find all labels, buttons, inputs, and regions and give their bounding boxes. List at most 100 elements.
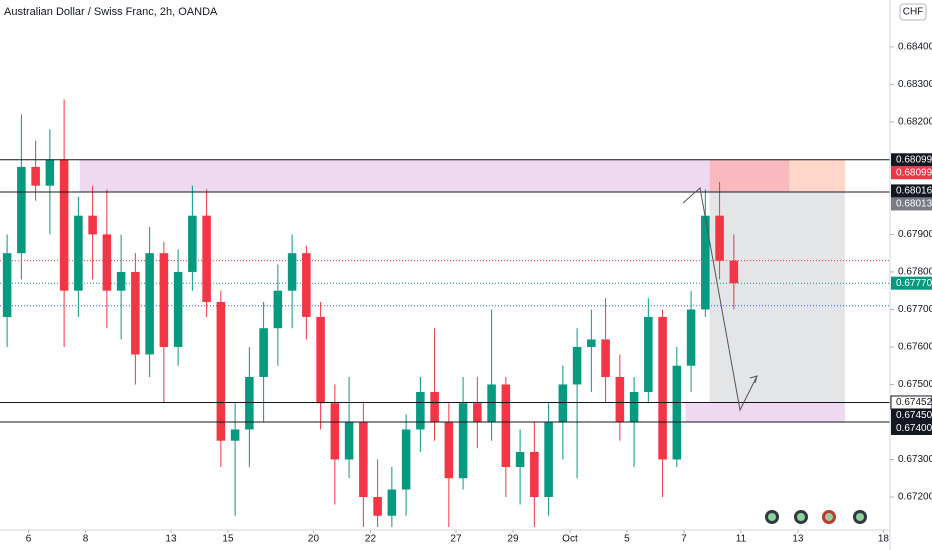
x-tick-label: 5 [624, 534, 630, 545]
candle-body [401, 429, 411, 490]
x-tick-label: 27 [450, 534, 462, 545]
candle-body [102, 234, 112, 291]
price-label: 0.68099 [896, 154, 932, 165]
candle-body [644, 316, 653, 392]
candle-body [572, 346, 582, 385]
candle-body [2, 253, 12, 317]
price-label: 0.67400 [896, 423, 932, 434]
candle-body [615, 376, 625, 422]
y-tick-label: 0.67900 [898, 229, 932, 240]
candle-body [74, 215, 83, 291]
zone [709, 192, 845, 403]
candle-body [145, 253, 154, 355]
candle-body [715, 215, 724, 261]
candle-body [202, 215, 211, 302]
x-tick-label: 13 [165, 534, 177, 545]
candle-body [230, 429, 240, 441]
x-tick-label: 18 [878, 534, 890, 545]
x-tick-label: 11 [736, 534, 747, 545]
candle-body [45, 159, 55, 186]
price-label-bg [891, 184, 932, 198]
candle-body [458, 403, 468, 479]
price-label: 0.67450 [896, 410, 932, 421]
candle-body [159, 253, 169, 347]
candle-body [473, 403, 482, 422]
candle-body [131, 271, 140, 355]
candle-body [259, 328, 268, 377]
candle-body [59, 159, 69, 291]
candle-body [672, 365, 682, 460]
y-tick-label: 0.68400 [898, 42, 932, 53]
x-tick-label: 13 [792, 534, 804, 545]
zone [709, 159, 790, 193]
candle-body [544, 421, 553, 497]
price-label: 0.68099 [896, 167, 932, 178]
price-label: 0.68013 [896, 199, 932, 210]
candle-body [245, 376, 254, 430]
x-tick-label: Oct [562, 534, 578, 545]
price-label: 0.68016 [896, 186, 932, 197]
y-tick-label: 0.67800 [898, 267, 932, 278]
candle-body [501, 384, 511, 467]
zone [789, 159, 845, 193]
candle-body [188, 215, 197, 272]
candle-body [530, 451, 539, 497]
plot-area [0, 99, 890, 527]
x-tick-label: 8 [83, 534, 89, 545]
x-tick-label: 20 [308, 534, 320, 545]
candle-body [116, 271, 126, 291]
candle-body [629, 391, 639, 422]
chart-title: Australian Dollar / Swiss Franc, 2h, OAN… [4, 6, 218, 18]
candle-body [487, 384, 496, 422]
candle-body [387, 489, 397, 516]
price-label-bg [891, 197, 932, 211]
candle-body [287, 253, 297, 291]
y-tick-label: 0.68200 [898, 117, 932, 128]
zone [685, 402, 845, 422]
price-label-bg [891, 276, 932, 290]
candle-body [216, 301, 226, 441]
drawing-arrows [682, 187, 758, 412]
price-label: 0.67452 [896, 397, 932, 408]
candle-body [587, 339, 596, 347]
candle-body [558, 384, 568, 422]
candle-body [359, 421, 368, 497]
candle-body [316, 316, 325, 404]
candle-body [373, 496, 382, 516]
toolbar-icons[interactable] [765, 510, 867, 524]
y-tick-label: 0.68300 [898, 79, 932, 90]
candle-body [173, 271, 183, 347]
currency-box[interactable] [899, 3, 927, 21]
candle-body [701, 215, 710, 310]
x-tick-label: 29 [507, 534, 519, 545]
x-tick-label: 7 [681, 534, 687, 545]
candle-body [31, 166, 40, 186]
y-tick-label: 0.67200 [898, 492, 932, 503]
currency[interactable]: CHF [903, 7, 924, 18]
y-tick-label: 0.67700 [898, 304, 932, 315]
candle-body [273, 290, 283, 329]
candle-body [330, 403, 340, 460]
y-tick-label: 0.67500 [898, 379, 932, 390]
x-tick-label: 15 [222, 534, 234, 545]
candle-body [515, 451, 525, 467]
candle-body [17, 166, 26, 254]
x-tick-label: 22 [365, 534, 377, 545]
candle-body [302, 253, 311, 317]
y-tick-label: 0.67600 [898, 342, 932, 353]
candle-body [88, 215, 97, 235]
candle-body [686, 309, 696, 366]
price-label-bg [891, 421, 932, 435]
candle-body [729, 260, 739, 284]
candle-body [416, 391, 425, 430]
candle-body [601, 339, 610, 377]
price-label-bg [891, 153, 932, 167]
price-label: 0.67770 [896, 278, 932, 289]
y-tick-label: 0.67300 [898, 454, 932, 465]
candle-body [444, 421, 454, 479]
candle-body [344, 421, 354, 460]
zone [79, 159, 710, 193]
price-label-bg [891, 408, 932, 422]
candle-body [430, 391, 439, 422]
